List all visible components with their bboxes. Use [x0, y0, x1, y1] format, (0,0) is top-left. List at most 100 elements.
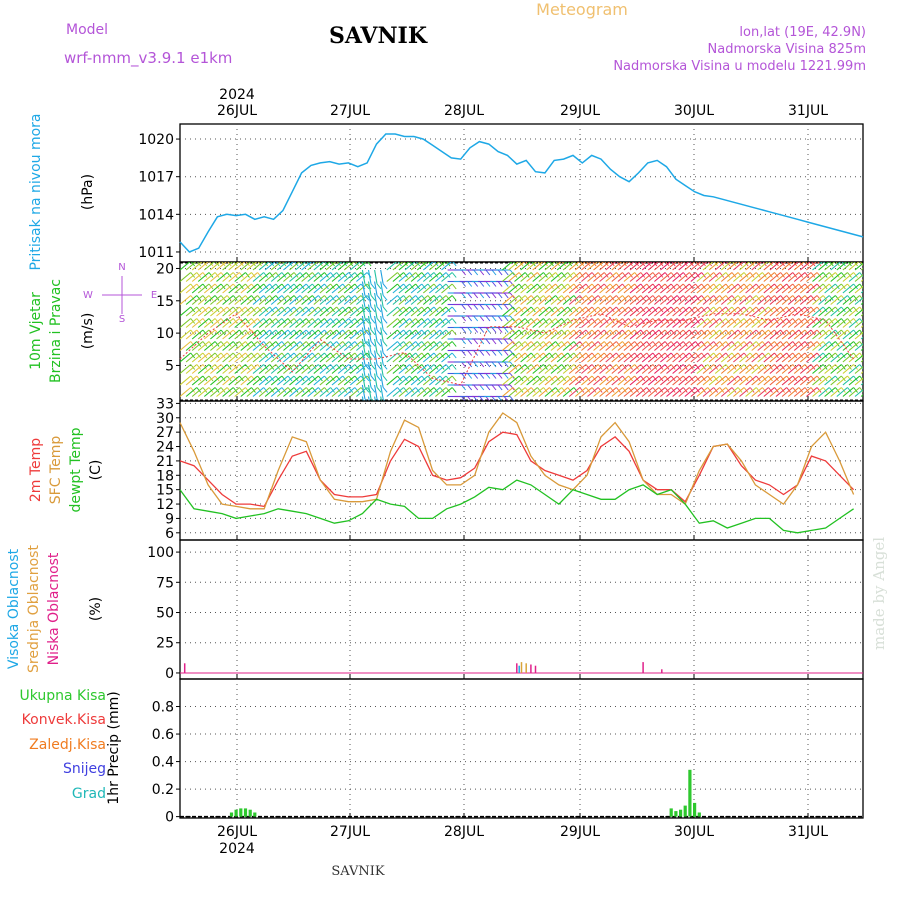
wind-barb — [301, 318, 313, 328]
wind-barb-flag — [421, 283, 427, 290]
wind-barb — [264, 329, 277, 340]
wind-barb — [386, 375, 398, 386]
wind-barb — [787, 352, 800, 363]
wind-barb — [672, 375, 684, 386]
wind-barb — [216, 295, 228, 305]
wind-barb-flag — [543, 306, 548, 313]
wind-barb — [295, 329, 307, 340]
wind-barb-flag — [664, 364, 670, 370]
wind-barb — [283, 329, 295, 340]
wind-barb-flag — [245, 375, 250, 382]
model-elevation-text: Nadmorska Visina u modelu 1221.99m — [613, 59, 866, 74]
wind-barb — [757, 375, 769, 386]
wind-barb — [246, 375, 258, 386]
wind-barb-flag — [348, 329, 354, 336]
wind-barb-flag — [348, 306, 354, 313]
wind-barb-flag — [707, 341, 713, 347]
wind-barb-flag — [421, 329, 427, 336]
wind-barb-flag — [263, 262, 269, 267]
wind-barb — [380, 373, 384, 388]
wind-barb — [562, 329, 575, 340]
wind-barb-flag — [652, 306, 658, 313]
wind-barb-flag — [701, 375, 706, 382]
wind-barb-flag — [524, 375, 530, 382]
wind-barb — [356, 272, 368, 282]
wind-barb-flag — [232, 295, 238, 301]
wind-barb-flag — [774, 387, 779, 393]
wind-barb — [745, 364, 757, 374]
wind-barb-flag — [342, 283, 348, 290]
wind-barb-flag — [689, 375, 694, 382]
wind-barb-flag — [732, 262, 737, 267]
wind-barb — [283, 283, 295, 294]
wind-barb — [508, 364, 520, 374]
wind-barb-flag — [415, 306, 421, 313]
wind-barb — [441, 283, 453, 294]
wind-barb-flag — [491, 304, 497, 310]
wind-barb-flag — [370, 352, 376, 359]
wind-barb-flag — [622, 318, 627, 324]
wind-barb-flag — [731, 352, 737, 359]
wind-barb-flag — [330, 387, 335, 393]
wind-barb — [836, 272, 848, 282]
wind-barb-flag — [354, 272, 360, 278]
wind-barb — [726, 283, 739, 294]
wind-barb — [349, 364, 362, 374]
wind-barb-flag — [670, 318, 676, 324]
wind-barb-flag — [847, 364, 852, 370]
wind-barb-flag — [287, 352, 293, 359]
wind-barb — [410, 295, 423, 305]
wind-barb-flag — [530, 272, 536, 278]
wind-barb — [812, 283, 824, 294]
wind-barb-flag — [537, 375, 542, 382]
wind-barb — [374, 292, 378, 307]
wind-barb — [781, 364, 794, 374]
wind-barb-flag — [707, 272, 713, 278]
wind-barb — [647, 375, 660, 386]
wind-barb — [629, 329, 642, 340]
wind-barb-flag — [622, 262, 627, 267]
wind-barb — [331, 364, 344, 374]
wind-barb — [185, 375, 198, 386]
wind-barb-flag — [421, 272, 427, 278]
wind-barb — [617, 341, 629, 351]
wind-barb — [422, 329, 435, 340]
wind-barb-flag — [433, 318, 439, 324]
wind-barb — [289, 387, 301, 397]
wind-barb-flag — [755, 272, 761, 278]
wind-barb-flag — [682, 306, 688, 313]
wind-barb-flag — [503, 373, 509, 379]
wind-barb — [830, 375, 842, 386]
y-tick-label: 0 — [165, 810, 174, 826]
wind-barb-flag — [403, 272, 408, 278]
wind-barb — [246, 387, 258, 397]
wind-barb — [605, 352, 617, 363]
wind-barb-flag — [427, 306, 433, 313]
wind-barb-flag — [445, 352, 451, 359]
wind-barb-flag — [866, 261, 870, 266]
y-tick-label: 0.8 — [152, 700, 174, 716]
wind-barb-flag — [403, 262, 408, 267]
wind-barb — [666, 272, 678, 282]
wind-barb-flag — [485, 327, 491, 333]
wind-barb-flag — [208, 375, 214, 382]
wind-barb — [441, 364, 453, 374]
wind-barb — [544, 262, 556, 271]
wind-barb — [830, 283, 842, 294]
wind-barb — [854, 331, 863, 340]
wind-barb-flag — [749, 318, 755, 324]
wind-barb-flag — [537, 318, 542, 324]
wind-barb — [404, 318, 417, 328]
wind-barb-flag — [579, 352, 585, 359]
wind-barb-flag — [257, 295, 262, 301]
wind-barb-flag — [822, 283, 828, 290]
wind-barb-flag — [445, 364, 451, 370]
wind-barb — [654, 329, 666, 340]
wind-barb-flag — [786, 375, 792, 382]
wind-barb-flag — [245, 295, 250, 301]
wind-barb-flag — [841, 364, 846, 370]
wind-barb-flag — [768, 387, 773, 393]
wind-barb-flag — [376, 294, 382, 301]
wind-barb-flag — [342, 295, 348, 301]
wind-barb — [739, 341, 751, 351]
